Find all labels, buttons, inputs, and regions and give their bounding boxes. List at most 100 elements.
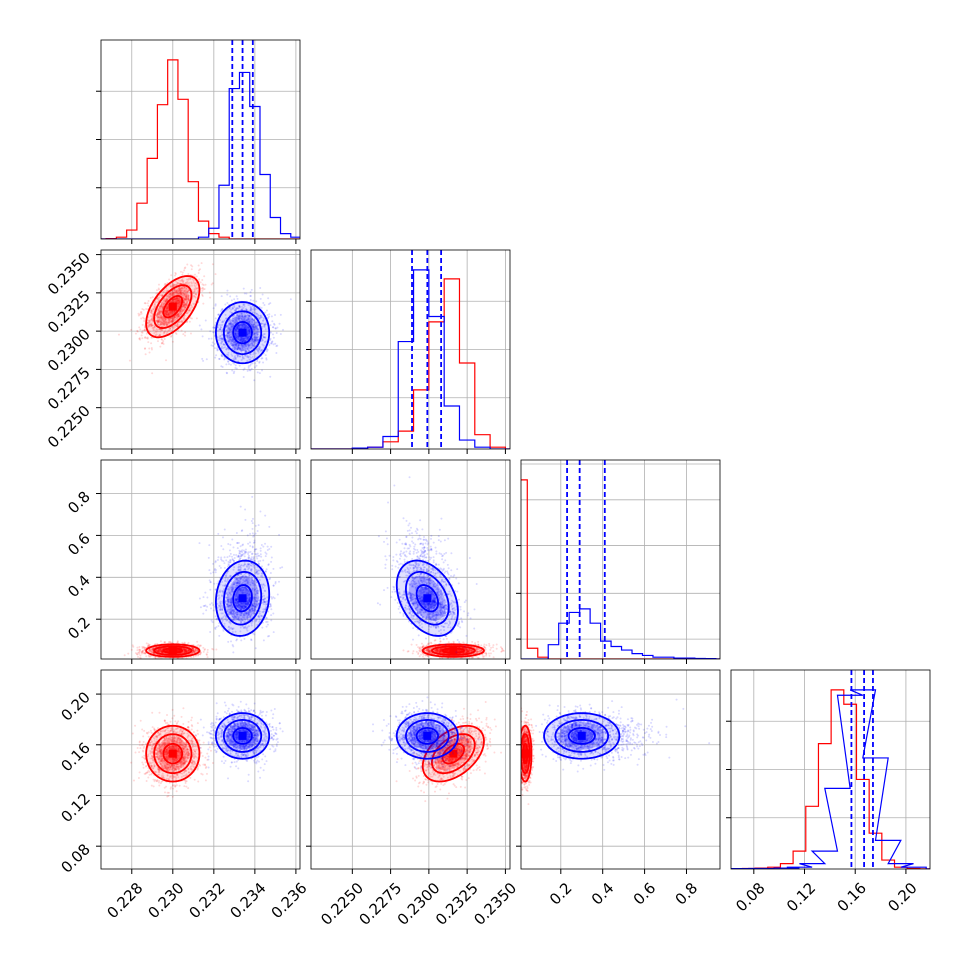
sample-point (216, 348, 219, 351)
sample-point (257, 328, 260, 331)
sample-point (172, 298, 175, 301)
sample-point (272, 343, 275, 346)
sample-point (202, 596, 205, 599)
sample-point (228, 362, 231, 365)
sample-point (184, 334, 187, 337)
sample-point (247, 314, 250, 317)
sample-point (178, 292, 181, 295)
sample-point (252, 344, 255, 347)
sample-point (206, 651, 209, 654)
histogram-panel-1 (306, 249, 511, 454)
sample-point (178, 303, 181, 306)
sample-point (266, 313, 269, 316)
sample-point (159, 330, 162, 333)
sample-point (147, 321, 150, 324)
sample-point (172, 291, 175, 294)
sample-point (248, 330, 251, 333)
sample-point (194, 273, 197, 276)
sample-point (180, 312, 183, 315)
sample-point (259, 314, 262, 317)
sample-point (188, 309, 191, 312)
sample-point (150, 311, 153, 314)
sample-point (173, 288, 176, 291)
sample-point (180, 288, 183, 291)
sample-point (175, 316, 178, 319)
y-tick-label: 0.2350 (44, 249, 94, 299)
sample-point (182, 301, 185, 304)
sample-point (169, 327, 172, 330)
sample-point (189, 278, 192, 281)
sample-point (241, 323, 244, 326)
sample-point (266, 350, 269, 353)
sample-point (181, 287, 184, 290)
sample-point (172, 311, 175, 314)
sample-point (178, 302, 181, 305)
sample-point (171, 299, 174, 302)
sample-point (157, 319, 160, 322)
sample-point (143, 302, 146, 305)
sample-point (163, 321, 166, 324)
sample-point (180, 292, 183, 295)
sample-point (165, 289, 168, 292)
sample-point (146, 302, 149, 305)
sample-point (180, 287, 183, 290)
sample-point (239, 346, 242, 349)
sample-point (186, 290, 189, 293)
sample-point (237, 343, 240, 346)
sample-point (217, 339, 220, 342)
sample-point (155, 314, 158, 317)
sample-point (176, 313, 179, 316)
sample-point (184, 293, 187, 296)
sample-point (258, 335, 261, 338)
sample-point (255, 338, 258, 341)
sample-point (175, 297, 178, 300)
sample-point (231, 319, 234, 322)
sample-point (177, 313, 180, 316)
sample-point (168, 312, 171, 315)
sample-point (164, 317, 167, 320)
sample-point (220, 330, 223, 333)
sample-point (187, 298, 190, 301)
sample-point (217, 313, 220, 316)
sample-point (175, 314, 178, 317)
sample-point (170, 285, 173, 288)
sample-point (176, 296, 179, 299)
sample-point (192, 279, 195, 282)
sample-point (227, 322, 230, 325)
sample-point (150, 310, 153, 313)
sample-point (168, 293, 171, 296)
sample-point (177, 324, 180, 327)
sample-point (241, 348, 244, 351)
sample-point (152, 327, 155, 330)
sample-point (262, 301, 265, 304)
sample-point (182, 287, 185, 290)
sample-point (252, 319, 255, 322)
sample-point (169, 292, 172, 295)
sample-point (165, 313, 168, 316)
sample-point (173, 298, 176, 301)
sample-point (246, 333, 249, 336)
sample-point (176, 307, 179, 310)
sample-point (236, 327, 239, 330)
sample-point (255, 312, 258, 315)
sample-point (156, 298, 159, 301)
sample-point (234, 332, 237, 335)
grid-lines (731, 670, 930, 869)
sample-point (184, 303, 187, 306)
sample-point (159, 305, 162, 308)
sample-point (180, 286, 183, 289)
sample-point (174, 323, 177, 326)
sample-point (156, 320, 159, 323)
sample-point (220, 309, 223, 312)
sample-point (247, 335, 250, 338)
sample-point (226, 293, 229, 296)
sample-point (214, 303, 217, 306)
sample-point (229, 338, 232, 341)
sample-point (235, 553, 238, 556)
sample-point (240, 338, 243, 341)
sample-point (187, 289, 190, 292)
sample-point (264, 570, 267, 573)
sample-point (164, 299, 167, 302)
sample-point (148, 347, 151, 350)
sample-point (164, 310, 167, 313)
